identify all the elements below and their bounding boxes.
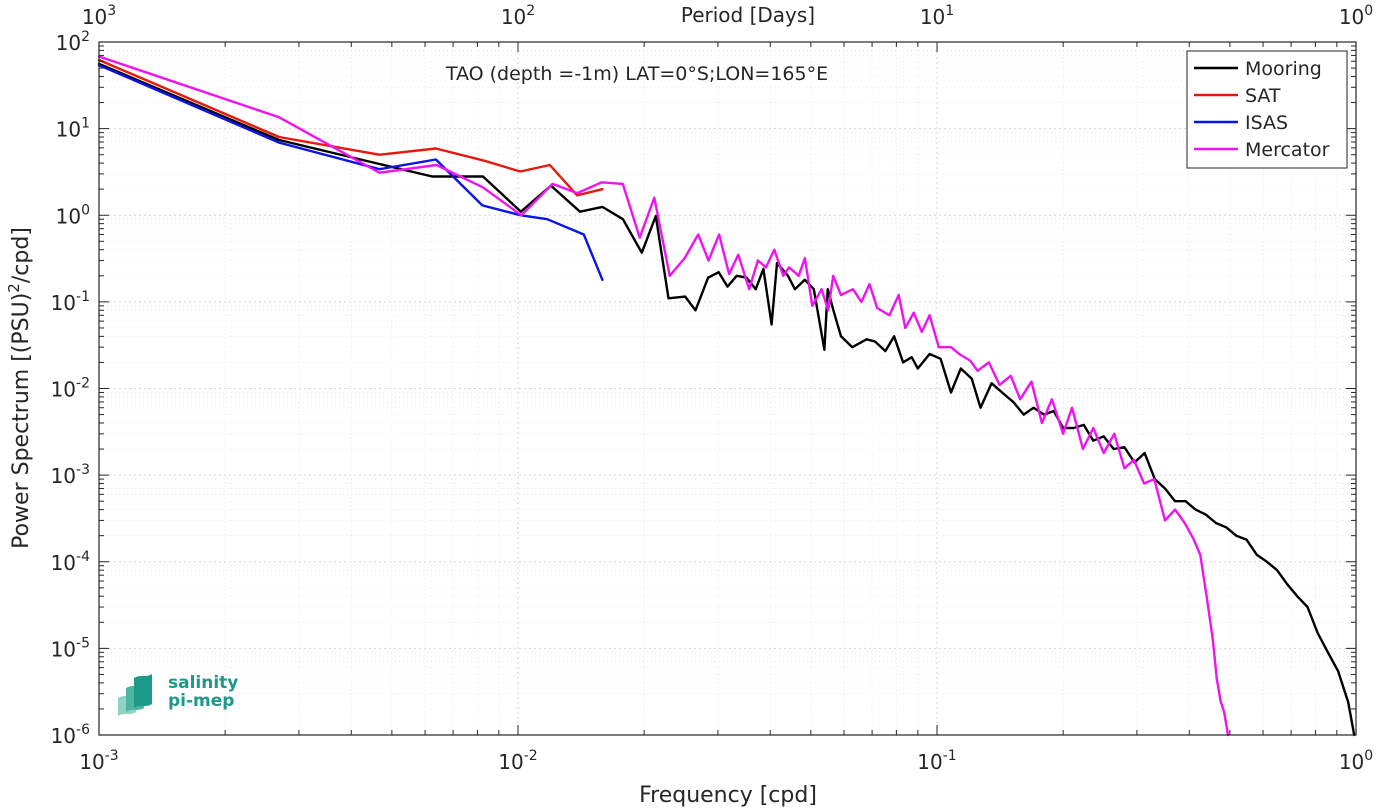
y-tick-label: 100	[56, 202, 90, 228]
y-tick-label: 10-6	[51, 722, 91, 748]
x-tick-label: 10-3	[79, 748, 118, 774]
logo-line1: salinity	[168, 673, 239, 693]
series-lines	[97, 55, 1356, 737]
y-axis-label: Power Spectrum [(PSU)2/cpd]	[5, 227, 34, 549]
y-tick-label: 10-4	[51, 549, 91, 575]
y-tick-label: 10-5	[51, 635, 90, 661]
x-tick-label: 10-1	[917, 748, 956, 774]
y-tick-label: 10-1	[51, 289, 90, 315]
x-tick-label: 10-2	[498, 748, 537, 774]
legend: Mooring SAT ISAS Mercator	[1186, 50, 1348, 169]
top-tick-label: 102	[501, 3, 535, 29]
salinity-pi-mep-logo: salinity pi-mep	[116, 672, 248, 722]
top-tick-label: 101	[920, 3, 954, 29]
series-line-mooring	[97, 62, 1356, 737]
x-axis-label: Frequency [cpd]	[639, 783, 817, 808]
series-line-sat	[97, 58, 604, 197]
logo-line2: pi-mep	[168, 691, 235, 711]
logo-text: salinity pi-mep	[168, 674, 238, 710]
legend-label-sat: SAT	[1245, 85, 1281, 107]
logo-icon	[118, 674, 152, 716]
y-tick-label: 10-2	[51, 376, 90, 402]
y-tick-label: 102	[56, 29, 90, 55]
series-line-isas	[97, 63, 604, 281]
legend-label-mooring: Mooring	[1245, 58, 1322, 80]
chart-title: TAO (depth =-1m) LAT=0°S;LON=165°E	[445, 63, 828, 85]
legend-label-isas: ISAS	[1245, 112, 1288, 134]
y-tick-label: 10-3	[51, 462, 90, 488]
series-line-mercator	[97, 55, 1230, 737]
grid-lines	[98, 42, 1356, 736]
top-tick-label: 100	[1339, 3, 1373, 29]
top-axis-label: Period [Days]	[681, 3, 815, 27]
axis-ticks	[98, 42, 1356, 736]
y-tick-label: 101	[56, 116, 90, 142]
legend-label-mercator: Mercator	[1245, 139, 1330, 161]
x-tick-label: 100	[1339, 748, 1373, 774]
top-tick-label: 103	[82, 3, 116, 29]
